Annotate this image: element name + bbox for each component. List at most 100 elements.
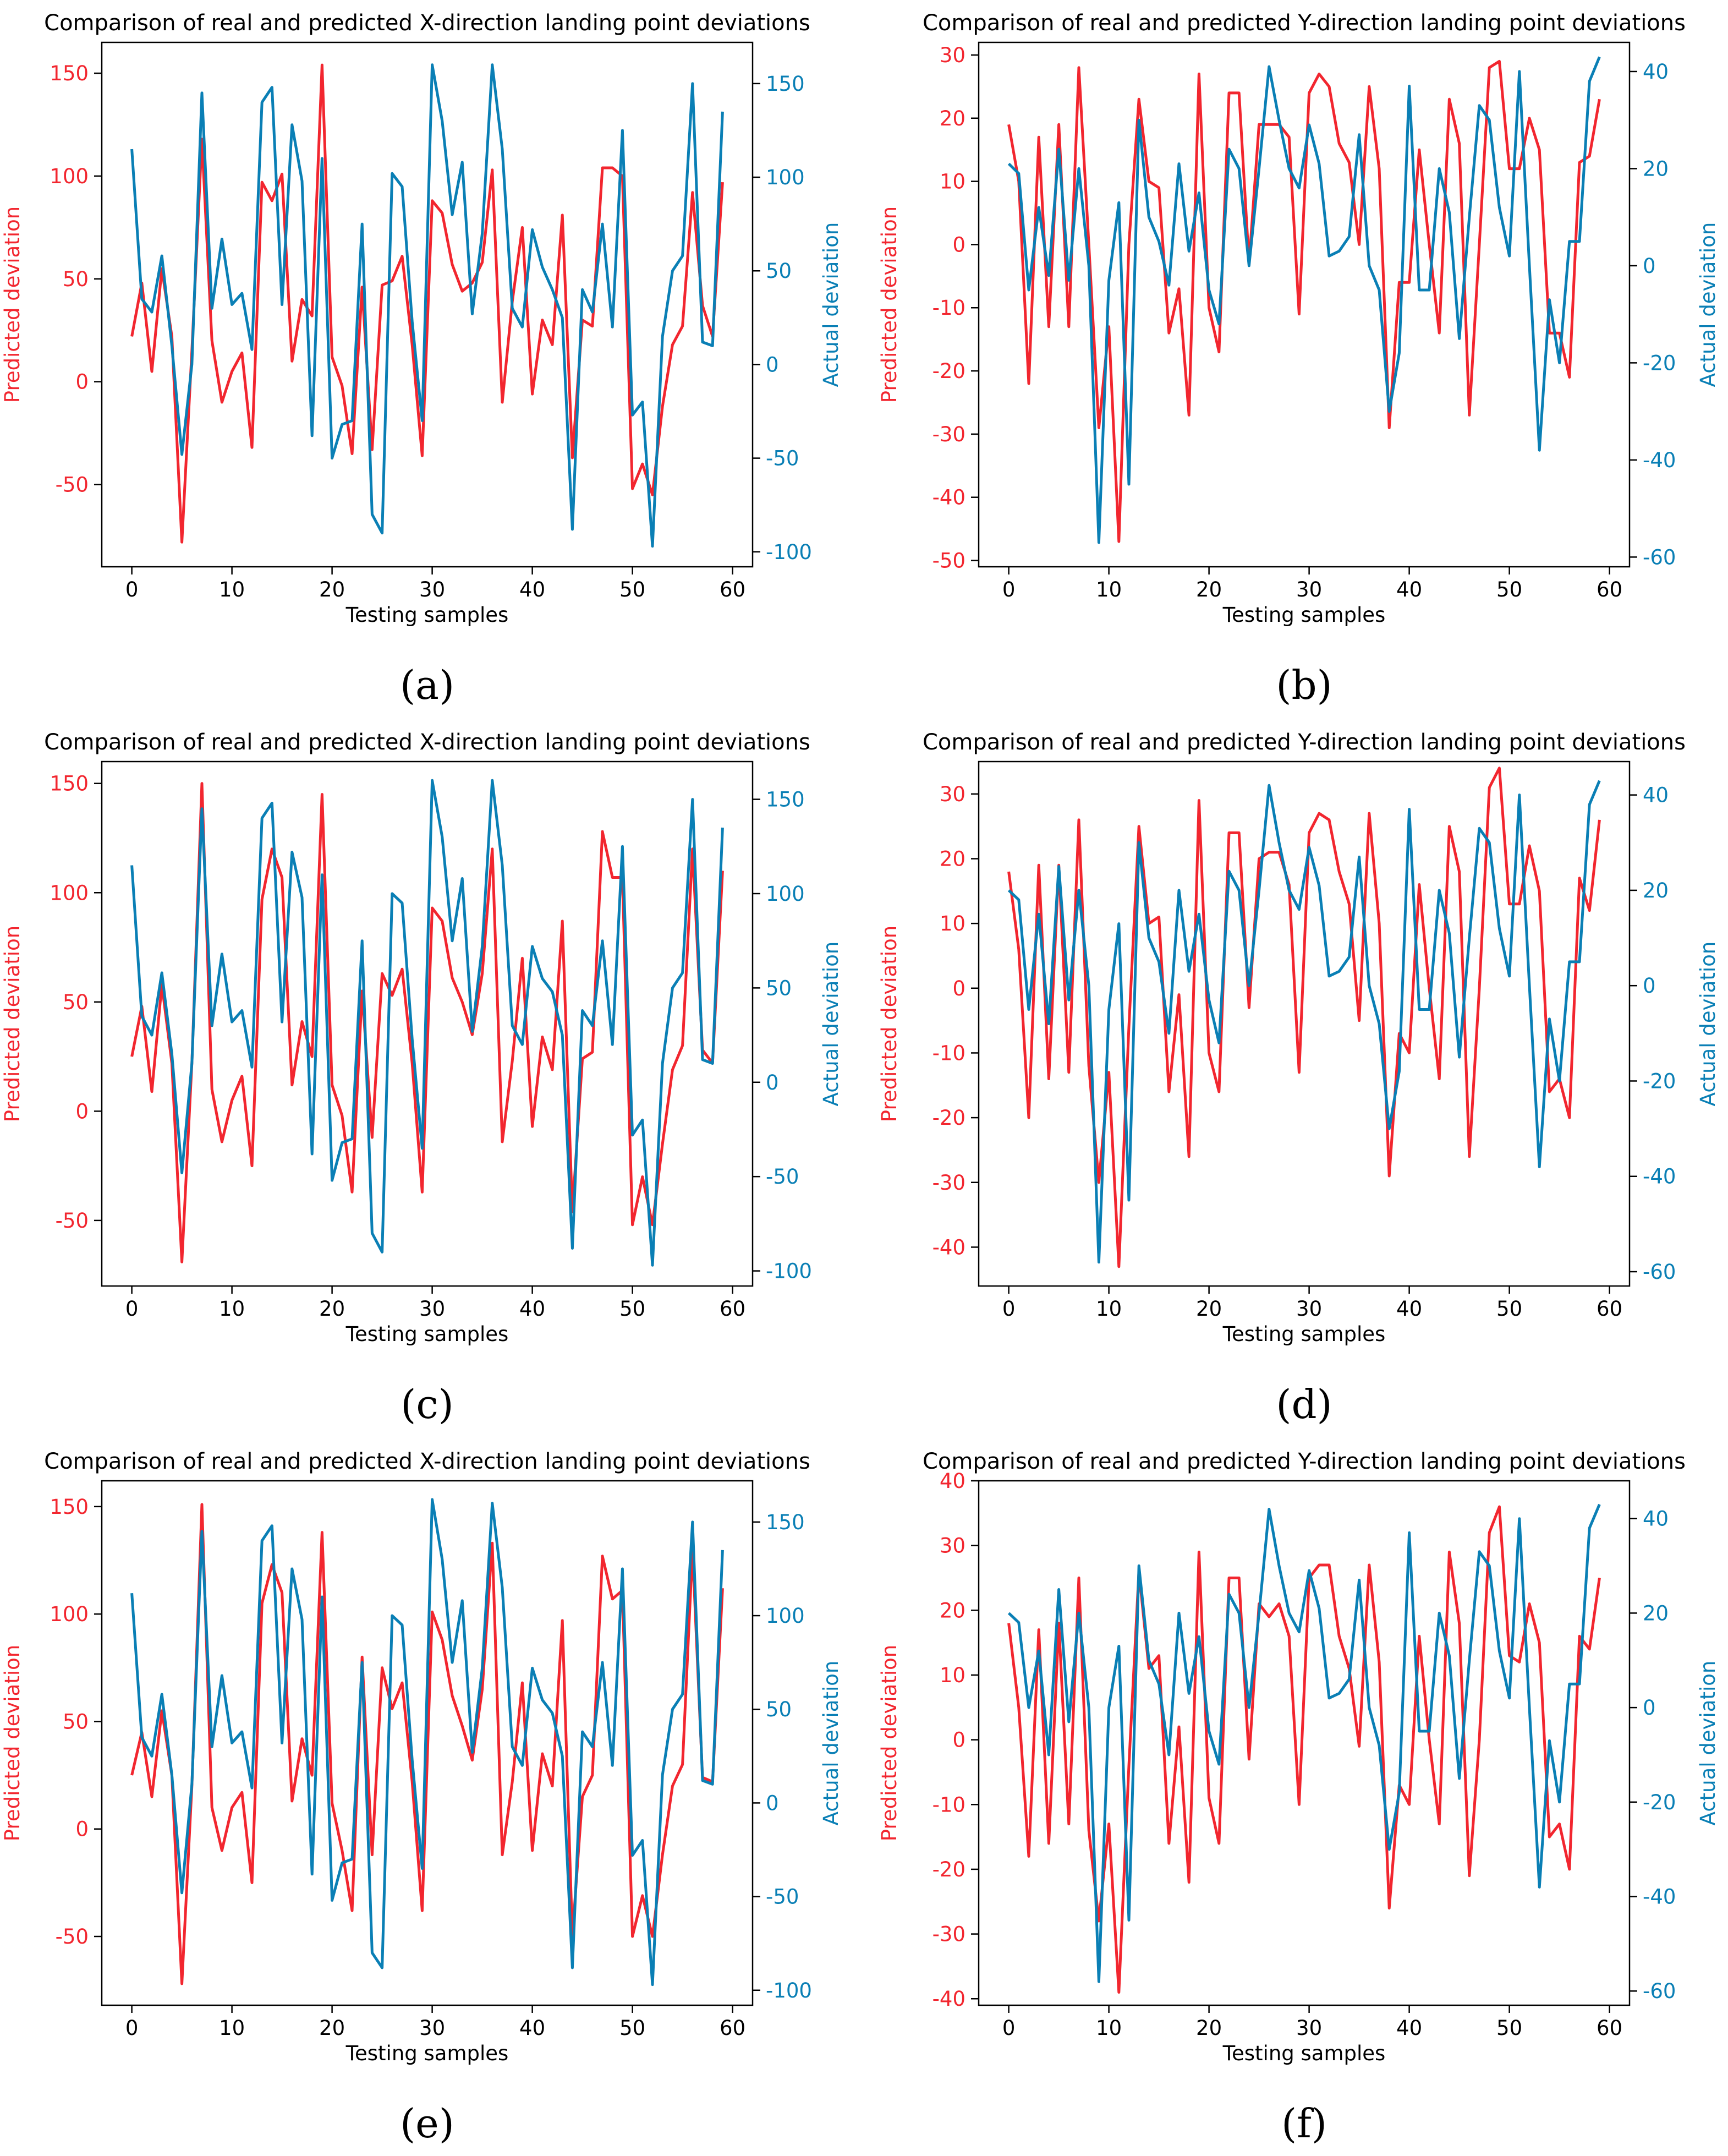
y-right-axis-label: Actual deviation bbox=[1696, 222, 1720, 387]
y-left-tick-label: 20 bbox=[940, 107, 966, 130]
actual-series-line bbox=[1007, 1503, 1601, 1983]
y-left-tick-label: -50 bbox=[932, 549, 966, 573]
panel-label: (c) bbox=[401, 1381, 454, 1427]
y-right-tick-label: -50 bbox=[766, 1165, 799, 1189]
y-right-tick-label: -60 bbox=[1643, 1260, 1676, 1284]
predicted-series-line bbox=[130, 63, 724, 544]
y-left-tick-label: -30 bbox=[932, 1171, 966, 1195]
x-tick-label: 10 bbox=[219, 1297, 245, 1321]
y-right-tick-label: 0 bbox=[1643, 1696, 1656, 1720]
y-left-tick-label: 50 bbox=[63, 1710, 89, 1733]
y-right-tick-label: 40 bbox=[1643, 1507, 1669, 1531]
panel-label: (b) bbox=[1276, 662, 1332, 708]
chart-title: Comparison of real and predicted X-direc… bbox=[44, 730, 810, 755]
x-axis-label: Testing samples bbox=[345, 1322, 509, 1346]
y-right-axis-label: Actual deviation bbox=[1696, 942, 1720, 1107]
x-axis-label: Testing samples bbox=[1222, 2042, 1386, 2065]
y-left-tick-label: 30 bbox=[940, 782, 966, 806]
y-right-tick-label: -50 bbox=[766, 1885, 799, 1909]
x-tick-label: 50 bbox=[619, 1297, 645, 1321]
y-left-tick-label: -20 bbox=[932, 1106, 966, 1130]
panel-label: (d) bbox=[1276, 1381, 1332, 1427]
plot-frame bbox=[101, 1480, 754, 2006]
x-tick-label: 30 bbox=[419, 1297, 445, 1321]
plot-frame bbox=[101, 760, 754, 1287]
x-tick-label: 50 bbox=[619, 2016, 645, 2040]
y-right-axis-label: Actual deviation bbox=[819, 222, 843, 387]
x-tick-label: 10 bbox=[219, 2016, 245, 2040]
y-left-tick-label: 0 bbox=[952, 233, 966, 256]
x-tick-label: 60 bbox=[1597, 578, 1622, 601]
y-right-tick-label: 100 bbox=[766, 166, 805, 189]
predicted-series-line bbox=[130, 1503, 724, 1985]
y-right-tick-label: 50 bbox=[766, 259, 792, 283]
panel-label: (f) bbox=[1281, 2100, 1327, 2147]
y-left-tick-label: -50 bbox=[56, 1209, 89, 1233]
y-right-tick-label: 150 bbox=[766, 1511, 805, 1534]
y-left-tick-label: 100 bbox=[50, 165, 89, 188]
x-tick-label: 30 bbox=[1296, 578, 1322, 601]
plot-frame bbox=[101, 41, 754, 568]
y-left-axis-label: Predicted deviation bbox=[1, 926, 24, 1122]
y-left-tick-label: 0 bbox=[75, 1818, 89, 1841]
y-left-tick-label: -40 bbox=[932, 1235, 966, 1259]
y-left-tick-label: -20 bbox=[932, 1858, 966, 1881]
y-right-tick-label: 50 bbox=[766, 1698, 792, 1721]
y-left-tick-label: 100 bbox=[50, 1602, 89, 1626]
x-tick-label: 40 bbox=[519, 578, 545, 601]
actual-series-line bbox=[130, 1498, 724, 1987]
x-tick-label: 10 bbox=[1096, 578, 1122, 601]
x-tick-label: 30 bbox=[1296, 1297, 1322, 1321]
y-left-tick-label: 30 bbox=[940, 43, 966, 67]
y-right-axis-label: Actual deviation bbox=[819, 1661, 843, 1826]
x-axis-label: Testing samples bbox=[345, 603, 509, 627]
y-left-tick-label: 20 bbox=[940, 1599, 966, 1622]
panel-label: (a) bbox=[400, 662, 454, 708]
x-tick-label: 50 bbox=[1496, 578, 1522, 601]
x-tick-label: 50 bbox=[1496, 2016, 1522, 2040]
y-left-tick-label: 40 bbox=[940, 1469, 966, 1493]
x-tick-label: 60 bbox=[720, 578, 745, 601]
y-right-tick-label: 40 bbox=[1643, 784, 1669, 807]
plot-frame bbox=[978, 41, 1631, 568]
y-left-tick-label: 10 bbox=[940, 1663, 966, 1687]
y-right-tick-label: 0 bbox=[1643, 254, 1656, 278]
y-left-axis-label: Predicted deviation bbox=[877, 926, 901, 1122]
y-left-tick-label: 10 bbox=[940, 912, 966, 935]
plot-frame bbox=[978, 760, 1631, 1287]
x-tick-label: 10 bbox=[219, 578, 245, 601]
x-tick-label: 0 bbox=[125, 2016, 139, 2040]
y-right-tick-label: 20 bbox=[1643, 157, 1669, 180]
y-right-tick-label: -50 bbox=[766, 447, 799, 470]
y-left-tick-label: -30 bbox=[932, 423, 966, 446]
y-right-axis-label: Actual deviation bbox=[819, 942, 843, 1107]
y-right-tick-label: 20 bbox=[1643, 879, 1669, 902]
y-left-tick-label: -40 bbox=[932, 486, 966, 510]
y-left-tick-label: -10 bbox=[932, 1793, 966, 1816]
x-tick-label: 20 bbox=[1196, 578, 1222, 601]
x-tick-label: 0 bbox=[125, 1297, 139, 1321]
x-tick-label: 40 bbox=[1396, 2016, 1422, 2040]
x-tick-label: 30 bbox=[1296, 2016, 1322, 2040]
y-right-tick-label: -40 bbox=[1643, 1165, 1676, 1189]
y-right-tick-label: 20 bbox=[1643, 1601, 1669, 1625]
y-left-tick-label: -30 bbox=[932, 1923, 966, 1946]
panel-label: (e) bbox=[400, 2100, 454, 2147]
predicted-series-line bbox=[130, 782, 724, 1263]
y-right-tick-label: -100 bbox=[766, 540, 812, 564]
chart-panel-c: Comparison of real and predicted X-direc… bbox=[1, 730, 843, 1427]
y-right-tick-label: -100 bbox=[766, 1260, 812, 1283]
x-tick-label: 0 bbox=[1002, 578, 1016, 601]
x-tick-label: 50 bbox=[619, 578, 645, 601]
x-tick-label: 40 bbox=[1396, 1297, 1422, 1321]
actual-series-line bbox=[1007, 56, 1601, 544]
x-tick-label: 0 bbox=[1002, 1297, 1016, 1321]
x-tick-label: 0 bbox=[1002, 2016, 1016, 2040]
plot-frame bbox=[978, 1480, 1631, 2006]
y-right-tick-label: 0 bbox=[766, 1071, 779, 1095]
y-right-tick-label: 0 bbox=[1643, 974, 1656, 998]
y-left-tick-label: 0 bbox=[75, 1099, 89, 1123]
x-tick-label: 60 bbox=[1597, 2016, 1622, 2040]
y-right-tick-label: -60 bbox=[1643, 545, 1676, 569]
chart-panel-e: Comparison of real and predicted X-direc… bbox=[1, 1449, 843, 2147]
